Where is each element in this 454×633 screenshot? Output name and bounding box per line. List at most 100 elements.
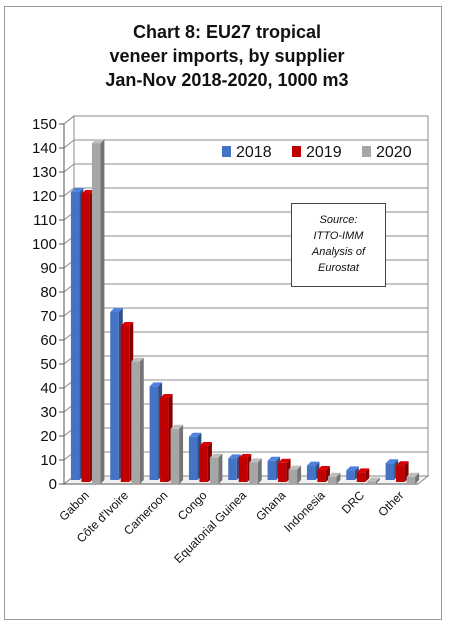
bar-top: [149, 382, 163, 387]
bar-top: [238, 454, 252, 458]
bar-front: [346, 470, 355, 480]
y-tick-label-50: 50: [40, 356, 57, 373]
chart-title-line-1: Chart 8: EU27 tropical: [132, 22, 322, 42]
bar-side: [257, 458, 262, 484]
gridline-140: [63, 139, 428, 149]
legend-swatch-2020: [362, 146, 371, 157]
bar-front: [396, 465, 405, 482]
bar-2019-other: [396, 461, 409, 482]
bar-top: [406, 472, 420, 477]
bar-2020-drc: [367, 477, 380, 484]
bar-top: [209, 453, 223, 458]
bar-side: [100, 139, 105, 484]
y-tick-label-40: 40: [40, 380, 57, 397]
source-line-4: Eurostat: [318, 262, 359, 274]
bar-front: [91, 143, 101, 484]
chart-title: Chart 8: EU27 tropical veneer imports, b…: [4, 20, 450, 92]
y-tick-label-80: 80: [40, 284, 57, 301]
bar-top: [249, 458, 262, 463]
bar-side: [139, 357, 144, 484]
y-axis-ticks: 0 10 20 30 40 50 60 70 80 90 100 110 120 130 140 150: [32, 116, 418, 493]
bar-front: [317, 470, 326, 482]
bar-top: [346, 466, 359, 471]
bar-top: [91, 139, 105, 144]
bar-top: [306, 461, 320, 466]
bar-front: [367, 481, 376, 484]
bar-top: [170, 424, 184, 429]
bar-front: [356, 472, 366, 482]
y-tick-label-150: 150: [32, 116, 57, 133]
chart-title-line-2: veneer imports, by supplier: [109, 46, 345, 66]
bar-2020-other: [406, 472, 420, 484]
legend-label-2019: 2019: [306, 144, 342, 161]
bar-front: [110, 312, 119, 480]
bar-front: [288, 469, 298, 484]
bar-front: [70, 192, 80, 480]
source-annotation: Source: ITTO-IMM Analysis of Eurostat: [291, 203, 386, 287]
bar-top: [288, 465, 302, 470]
y-tick-label-120: 120: [32, 188, 57, 205]
bar-2020-gabon: [91, 139, 105, 484]
bar-top: [131, 357, 144, 362]
x-label-ghana: Ghana: [253, 488, 289, 524]
bar-front: [327, 476, 337, 484]
bar-front: [385, 463, 395, 480]
chart-bars: [70, 139, 420, 484]
bar-side: [336, 472, 341, 484]
source-line-3: Analysis of: [311, 246, 366, 258]
bar-front: [267, 460, 277, 480]
x-label-gabon: Gabon: [56, 488, 91, 523]
bar-front: [131, 361, 140, 484]
y-tick-label-90: 90: [40, 260, 57, 277]
bar-2019-drc: [356, 468, 370, 482]
bar-front: [120, 326, 130, 482]
legend-label-2018: 2018: [236, 144, 272, 161]
bar-front: [306, 465, 316, 480]
y-tick-label-10: 10: [40, 452, 57, 469]
bar-front: [188, 436, 198, 480]
bar-top: [199, 442, 212, 446]
bar-top: [110, 308, 123, 312]
x-label-drc: DRC: [339, 488, 368, 517]
bar-side: [365, 468, 370, 482]
bar-top: [317, 466, 330, 470]
y-tick-label-0: 0: [49, 476, 57, 493]
bar-side: [415, 472, 420, 484]
y-tick-label-60: 60: [40, 332, 57, 349]
bar-2020-equatorial-guinea: [249, 458, 262, 484]
bar-side: [297, 465, 302, 484]
y-tick-label-100: 100: [32, 236, 57, 253]
bar-top: [120, 322, 134, 326]
y-tick-label-20: 20: [40, 428, 57, 445]
bar-front: [149, 386, 159, 480]
x-label-indonesia: Indonesia: [281, 488, 328, 535]
bar-top: [81, 190, 94, 194]
gridline-130: [63, 163, 428, 173]
y-tick-label-30: 30: [40, 404, 57, 421]
y-tick-label-110: 110: [33, 212, 57, 229]
bar-2020-congo: [209, 453, 223, 484]
bar-front: [238, 458, 248, 482]
gridline-150: [63, 115, 428, 125]
bar-front: [278, 462, 287, 482]
bar-top: [356, 468, 370, 473]
bar-side: [218, 453, 223, 484]
bar-top: [70, 188, 84, 192]
x-label-congo: Congo: [175, 488, 210, 523]
bar-top: [160, 394, 173, 398]
bar-front: [228, 458, 237, 480]
bar-top: [188, 432, 202, 437]
y-tick-label-130: 130: [32, 164, 57, 181]
bar-top: [278, 458, 291, 463]
legend: 2018 2019 2020: [222, 144, 412, 161]
bar-2020-indonesia: [327, 472, 341, 484]
bar-top: [385, 459, 399, 464]
bar-2020-ghana: [288, 465, 302, 484]
bar-top: [327, 472, 341, 477]
gridline-120: [63, 187, 428, 197]
y-tick-label-70: 70: [40, 308, 57, 325]
bar-front: [406, 476, 416, 484]
bar-front: [170, 428, 180, 484]
x-label-equatorial-guinea: Equatorial Guinea: [171, 488, 249, 566]
